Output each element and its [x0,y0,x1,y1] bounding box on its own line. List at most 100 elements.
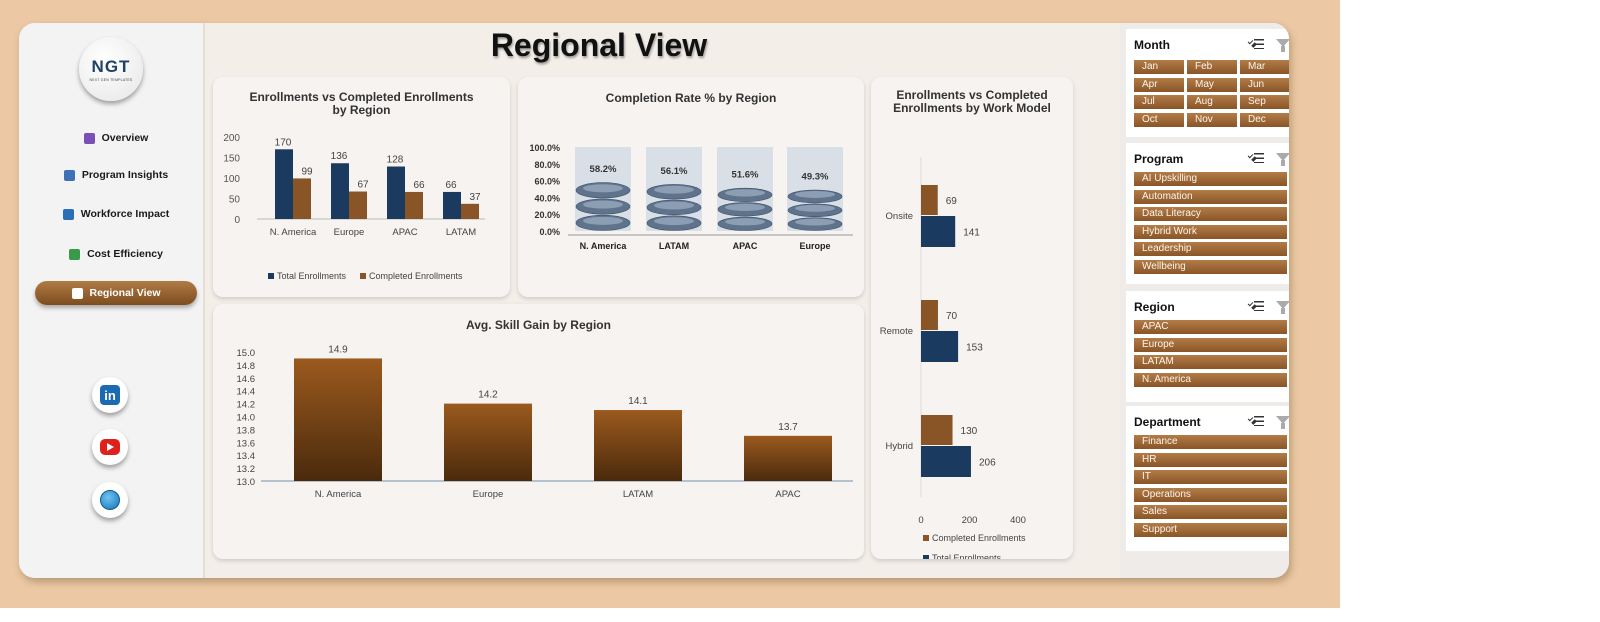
multi-select-icon[interactable] [1248,415,1264,429]
nav-item-label: Regional View [89,287,161,299]
slicer-item-apac[interactable]: APAC [1134,320,1287,334]
nav-item-label: Cost Efficiency [87,248,163,260]
slicer-title: Region [1134,300,1175,314]
data-label: 136 [331,151,348,162]
slicer-item-may[interactable]: May [1187,77,1237,92]
logo-subtext: NEXT GEN TEMPLATES [89,77,133,82]
bar-apac [744,435,832,481]
slicer-item-sep[interactable]: Sep [1240,95,1289,109]
cylinder-disc-highlight [795,204,835,212]
nav-item-regional-view[interactable]: Regional View [35,281,197,305]
x-tick-label: LATAM [623,489,653,500]
slicer-item-finance[interactable]: Finance [1134,435,1287,449]
data-label: 14.9 [328,344,348,355]
slicer-item-n-america[interactable]: N. America [1134,372,1287,387]
y-tick-label: Remote [880,326,913,337]
data-label: 128 [387,155,404,166]
slicer-item-europe[interactable]: Europe [1134,337,1287,352]
y-tick-label: 200 [223,133,240,144]
cylinder-disc-highlight [725,203,765,211]
slicer-program: Program AI Upskilling Automation Data Liter… [1126,143,1289,284]
x-tick-label: Europe [799,241,830,251]
slicer-item-feb[interactable]: Feb [1187,60,1237,74]
data-label: 170 [275,137,292,148]
slicer-item-mar[interactable]: Mar [1240,60,1289,74]
data-label: 14.2 [478,390,498,401]
slicer-item-nov[interactable]: Nov [1187,112,1237,127]
bar-total-enrollments-n-america [275,149,293,219]
slicer-item-hybrid-work[interactable]: Hybrid Work [1134,224,1287,239]
logo-text: NGT [91,56,131,76]
legend-swatch-total-enrollments [923,555,929,559]
y-tick-label: 13.6 [237,438,256,449]
slicer-item-dec[interactable]: Dec [1240,112,1289,127]
clear-filter-icon[interactable] [1276,415,1289,429]
money-icon [69,248,81,260]
slicer-item-aug[interactable]: Aug [1187,95,1237,109]
clear-filter-icon[interactable] [1276,38,1289,52]
data-label: 51.6% [732,170,759,181]
legend-label: Total Enrollments [932,553,1002,559]
slicer-item-jan[interactable]: Jan [1134,60,1184,74]
data-label: 13.7 [778,422,798,433]
slicer-item-operations[interactable]: Operations [1134,487,1287,502]
enroll-region-title: Enrollments vs Completed Enrollments by … [249,90,474,117]
slicer-item-wellbeing[interactable]: Wellbeing [1134,259,1287,274]
y-tick-label: 100.0% [529,143,560,153]
work-model-card: Enrollments vs Completed Enrollments by … [871,77,1073,559]
slicer-item-hr[interactable]: HR [1134,452,1287,467]
slicer-item-apr[interactable]: Apr [1134,77,1184,92]
x-tick-label: 0 [918,515,923,526]
slicer-item-data-literacy[interactable]: Data Literacy [1134,207,1287,221]
multi-select-icon[interactable] [1248,300,1264,314]
x-tick-label: N. America [315,489,362,500]
slicer-item-leadership[interactable]: Leadership [1134,242,1287,256]
slicer-item-jun[interactable]: Jun [1240,77,1289,92]
bar-completed-enrollments-europe [349,191,367,219]
y-tick-label: 0 [234,215,240,226]
y-tick-label: 60.0% [534,177,560,187]
clear-filter-icon[interactable] [1276,300,1289,314]
y-tick-label: Hybrid [886,441,913,452]
multi-select-icon[interactable] [1248,152,1264,166]
nav-item-cost-efficiency[interactable]: Cost Efficiency [35,242,197,266]
x-tick-label: N. America [580,241,628,251]
nav-item-workforce-impact[interactable]: Workforce Impact [35,202,197,226]
bar-completed-enrollments-latam [461,203,479,219]
clear-filter-icon[interactable] [1276,152,1289,166]
work-model-title: Enrollments vs Completed Enrollments by … [871,89,1073,115]
y-tick-label: 13.8 [237,425,256,436]
nav-item-program-insights[interactable]: Program Insights [35,163,197,187]
sidebar: NGT NEXT GEN TEMPLATES Overview Program I… [19,23,205,578]
slicer-item-it[interactable]: IT [1134,470,1287,484]
slicer-item-automation[interactable]: Automation [1134,189,1287,204]
slicer-item-sales[interactable]: Sales [1134,505,1287,519]
dashboard-background: NGT NEXT GEN TEMPLATES Overview Program I… [0,0,1340,608]
slicer-tools [1248,300,1289,314]
linkedin-button[interactable]: in [92,377,128,413]
column-chart-icon [62,208,74,220]
slicer-item-oct[interactable]: Oct [1134,112,1184,127]
cylinder-disc-highlight [795,191,835,198]
bar-total-enrollments-apac [387,166,405,219]
x-tick-label: APAC [733,241,758,251]
data-label: 56.1% [661,166,688,177]
data-label: 58.2% [590,164,617,175]
dashboard-frame: NGT NEXT GEN TEMPLATES Overview Program I… [19,23,1289,578]
slicer-item-support[interactable]: Support [1134,522,1287,537]
slicer-department: Department Finance HR IT Operations Sales Supp… [1126,406,1289,551]
slicer-item-jul[interactable]: Jul [1134,95,1184,109]
nav-item-label: Program Insights [81,169,169,181]
slicer-item-ai-upskilling[interactable]: AI Upskilling [1134,172,1287,186]
slicer-item-latam[interactable]: LATAM [1134,355,1287,369]
y-tick-label: 150 [223,154,240,165]
youtube-button[interactable] [92,429,128,465]
cylinder-track-europe [787,147,843,231]
bar-total-enrollments-remote [921,331,959,362]
website-globe-button[interactable] [92,482,128,518]
slicer-title: Month [1134,38,1170,52]
skill-gain-chart: 13.0 13.2 13.4 13.6 13.814.0 14.2 14.4 14.6 14.8… [237,344,853,500]
y-tick-label: 13.2 [237,464,256,475]
multi-select-icon[interactable] [1248,38,1264,52]
nav-item-overview[interactable]: Overview [35,126,197,150]
